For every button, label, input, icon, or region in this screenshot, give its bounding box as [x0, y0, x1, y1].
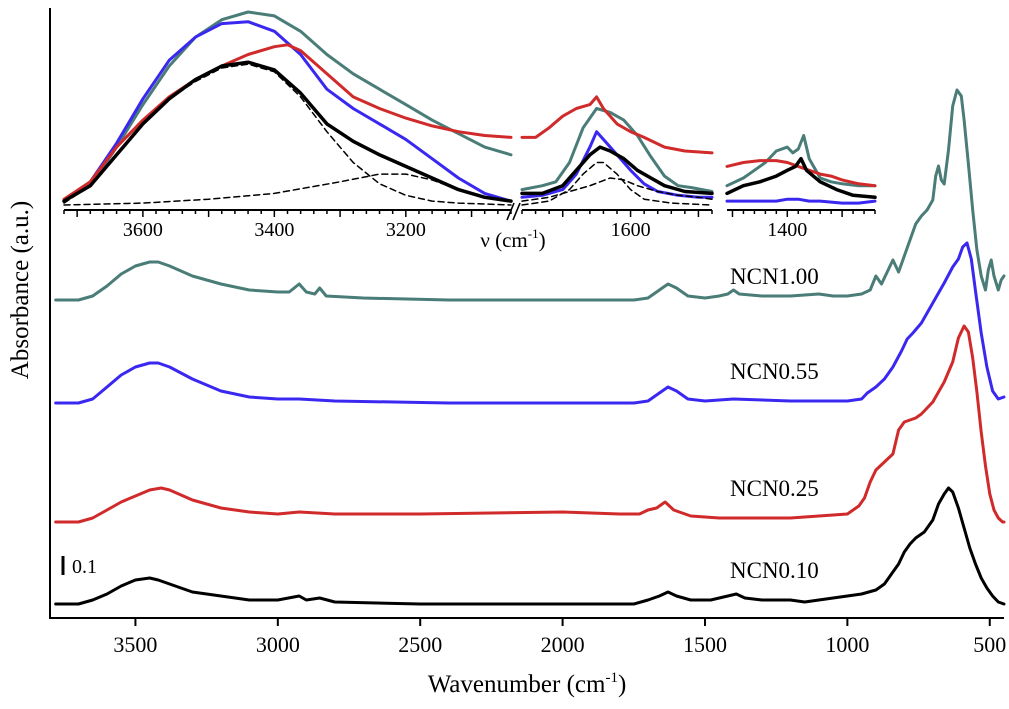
inset-series-ncn0-10-panel-3 [725, 156, 877, 200]
y-axis-title: Absorbance (a.u.) [7, 201, 34, 379]
inset-tick-label-3600: 3600 [123, 219, 163, 241]
inset-tick-label-3200: 3200 [386, 219, 426, 241]
x-tick-label-2500: 2500 [398, 632, 442, 657]
inset-x-ticks: 3600 3400 3200 1600 1400 [63, 210, 876, 241]
series-label-ncn0-10: NCN0.10 [730, 558, 819, 583]
inset-series-ncn0-25-panel-2 [520, 95, 714, 155]
inset-x-axis-title: ν (cm-1) [480, 226, 545, 252]
inset-series-ncn1-00-panel-3 [725, 134, 877, 188]
inset-chart: 3600 3400 3200 1600 1400 ν (cm-1) [62, 10, 877, 252]
inset-series-ncn0-10-panel-2 [520, 145, 714, 196]
inset-x-title-end: ) [539, 228, 546, 252]
inset-series-fit-4-panel-1 [63, 63, 512, 206]
x-axis-title: Wavenumber (cm-1) [428, 670, 627, 698]
main-x-ticks: 3500 3000 2500 2000 1500 1000 500 [113, 618, 1006, 657]
inset-x-title-text: ν (cm [480, 228, 527, 252]
inset-tick-label-1600: 1600 [611, 219, 651, 241]
series-line-ncn0-25 [54, 324, 1006, 524]
series-line-ncn0-55 [54, 241, 1006, 405]
inset-series-ncn0-55-panel-2 [520, 130, 714, 199]
inset-series-ncn0-25-panel-1 [62, 43, 513, 201]
x-axis-title-text: Wavenumber (cm [428, 671, 606, 698]
series-line-ncn1-00 [54, 88, 1006, 302]
x-tick-label-500: 500 [973, 632, 1006, 657]
x-tick-label-3000: 3000 [256, 632, 300, 657]
inset-series-group [62, 10, 877, 206]
inset-series-ncn0-55-panel-1 [62, 20, 513, 203]
series-label-ncn1-00: NCN1.00 [730, 264, 819, 289]
inset-series-ncn1-00-panel-1 [62, 10, 513, 203]
inset-series-fit-5-panel-2 [521, 177, 713, 202]
x-axis-title-sup: -1 [605, 670, 618, 686]
inset-series-ncn0-55-panel-3 [725, 197, 877, 205]
inset-tick-label-1400: 1400 [767, 219, 807, 241]
x-tick-label-1000: 1000 [825, 632, 869, 657]
scale-bar-label: 0.1 [72, 556, 97, 578]
x-tick-label-1500: 1500 [683, 632, 727, 657]
inset-series-ncn1-00-panel-2 [520, 107, 714, 193]
x-axis-title-end: ) [618, 671, 626, 698]
series-line-ncn0-10 [54, 486, 1006, 606]
series-label-ncn0-25: NCN0.25 [730, 476, 819, 501]
series-label-ncn0-55: NCN0.55 [730, 359, 819, 384]
inset-tick-label-3400: 3400 [254, 219, 294, 241]
inset-series-fit-5-panel-1 [63, 173, 512, 206]
x-tick-label-2000: 2000 [541, 632, 585, 657]
main-series-group [54, 88, 1006, 606]
inset-x-title-sup: -1 [528, 226, 539, 241]
x-tick-label-3500: 3500 [113, 632, 157, 657]
